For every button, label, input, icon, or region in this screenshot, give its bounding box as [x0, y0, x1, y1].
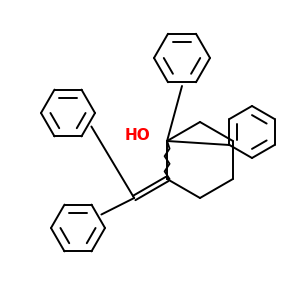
Text: HO: HO — [124, 128, 150, 143]
